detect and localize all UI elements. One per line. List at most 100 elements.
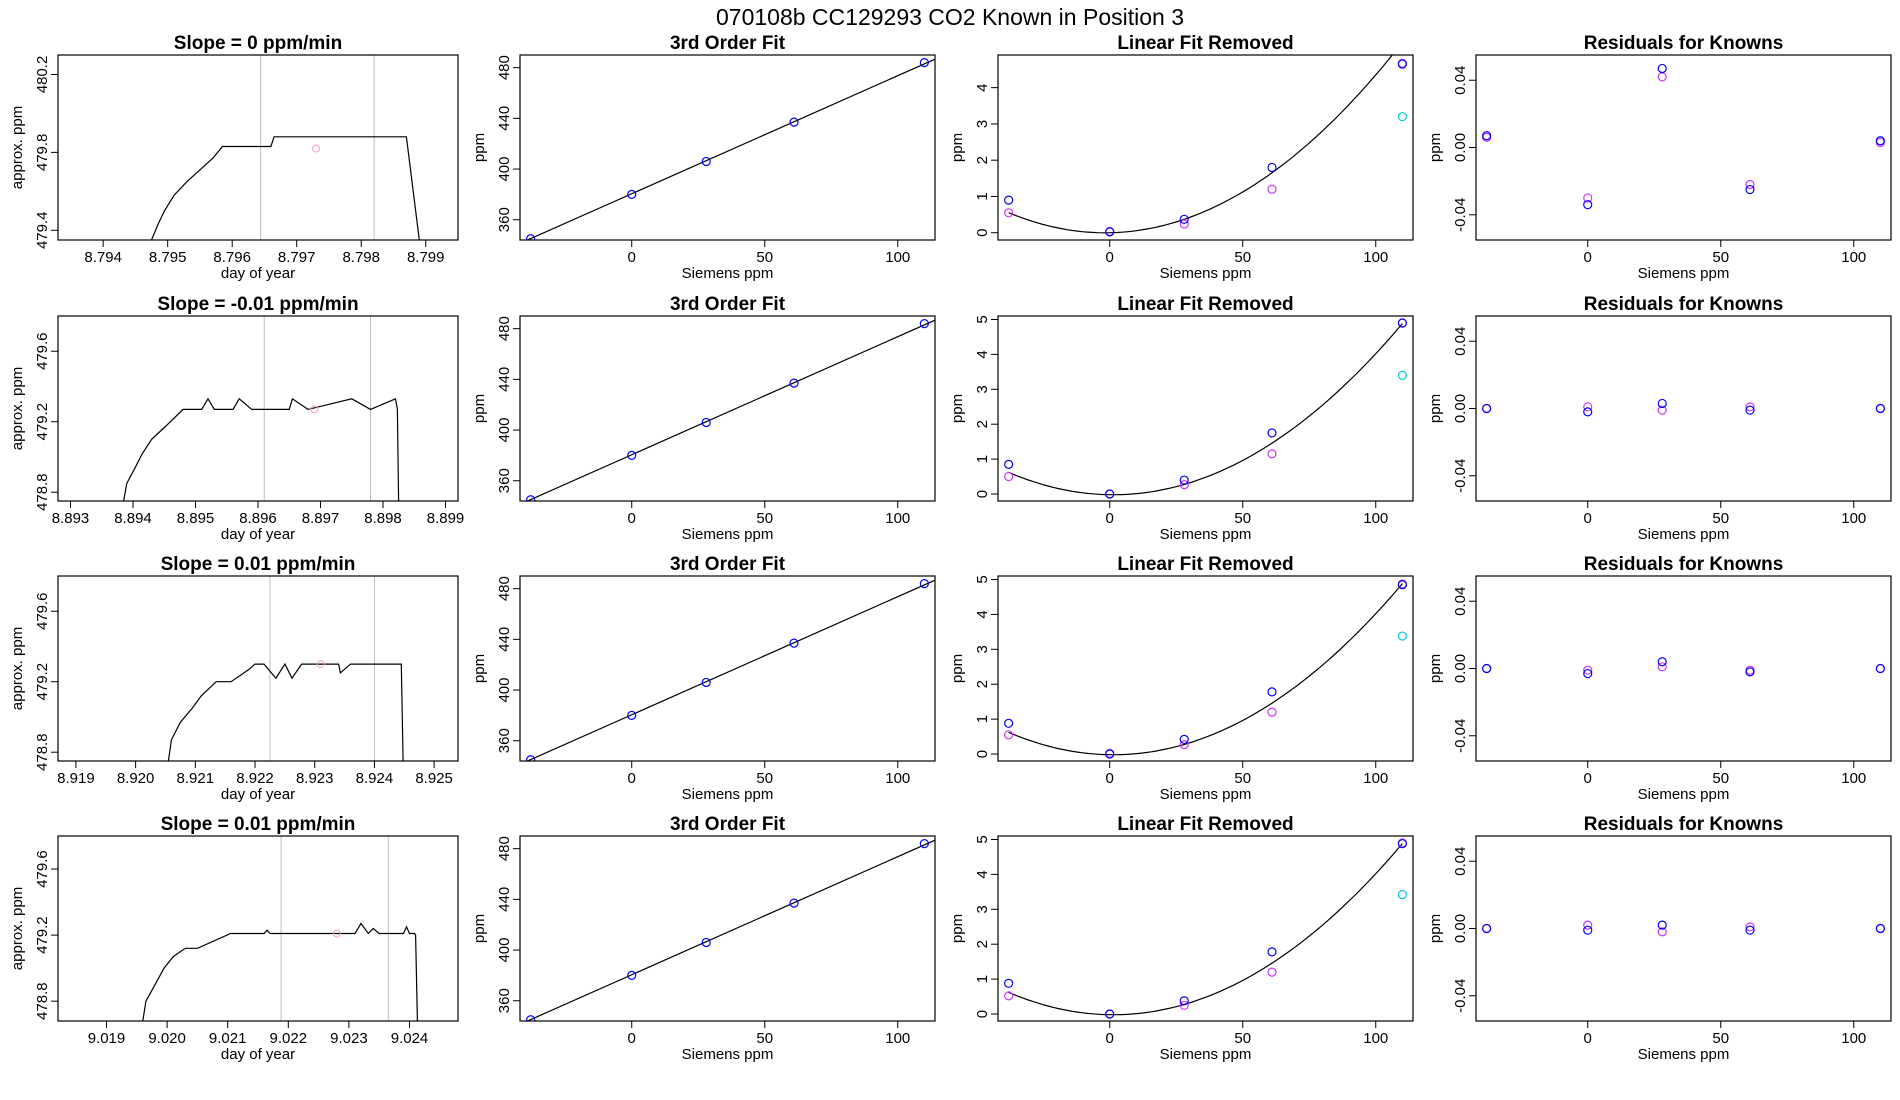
x-tick-label: 8.794	[84, 249, 122, 266]
x-tick-label: 0	[1106, 249, 1114, 266]
x-tick-label: 8.922	[236, 770, 274, 787]
y-axis-label: approx. ppm	[9, 887, 26, 970]
fit-data-point	[1179, 734, 1189, 744]
x-tick-label: 100	[1841, 249, 1866, 266]
y-tick-label: 440	[496, 887, 513, 912]
y-tick-label: 2	[974, 420, 991, 428]
y-tick-label: 479.8	[34, 134, 51, 172]
data-point	[919, 58, 929, 68]
y-tick-label: 479.6	[34, 332, 51, 370]
fit-data-point	[1179, 475, 1189, 485]
raw-data-point	[1745, 179, 1755, 190]
x-axis-label: Siemens ppm	[682, 786, 774, 803]
y-tick-label: 480	[496, 836, 513, 861]
x-tick-label: 8.921	[177, 770, 215, 787]
y-tick-label: 1	[974, 455, 991, 463]
x-tick-label: 50	[1234, 510, 1251, 527]
plot-area	[1004, 55, 1407, 237]
fit-data-point	[1105, 1009, 1115, 1019]
plot-area	[1004, 318, 1407, 499]
x-tick-label: 0	[1106, 770, 1114, 787]
fit-data-point	[1657, 657, 1667, 667]
fit-data-point	[1875, 663, 1885, 674]
x-tick-label: 8.795	[149, 249, 187, 266]
x-tick-label: 0	[628, 249, 636, 266]
panel-row2-linear: Linear Fit Removed 0 50 100 Siemens ppm 0 1 2 3 4…	[949, 294, 1414, 543]
y-tick-label: 5	[974, 835, 991, 843]
plot-frame	[997, 54, 1414, 241]
fit-data-point	[1583, 407, 1593, 417]
fit-data-point	[1583, 925, 1593, 935]
plot-area	[150, 55, 420, 240]
y-tick-label: 440	[496, 367, 513, 392]
y-tick-label: 3	[974, 120, 991, 128]
y-tick-label: -0.04	[1452, 979, 1469, 1013]
y-axis-label: ppm	[471, 654, 488, 683]
x-tick-label: 9.023	[330, 1030, 368, 1047]
y-axis-label: ppm	[471, 133, 488, 162]
y-axis-label: ppm	[949, 654, 966, 683]
y-axis-label: approx. ppm	[9, 627, 26, 710]
data-point	[627, 189, 637, 199]
plot-frame	[57, 835, 459, 1022]
y-tick-label: 2	[974, 940, 991, 948]
y-axis-label: approx. ppm	[9, 367, 26, 450]
y-axis-label: ppm	[1427, 654, 1444, 683]
x-tick-label: 8.898	[364, 510, 402, 527]
plot-area	[526, 839, 935, 1021]
fit-data-point	[1105, 749, 1115, 759]
y-tick-label: 0	[974, 490, 991, 498]
raw-data-point	[1583, 665, 1593, 675]
x-tick-label: 0	[1584, 249, 1592, 266]
plot-area	[1482, 398, 1885, 417]
fit-data-point	[1875, 403, 1885, 414]
fit-data-point	[1397, 59, 1407, 69]
y-tick-label: 1	[974, 975, 991, 983]
y-tick-label: 0.04	[1452, 66, 1469, 95]
fit-data-point	[1745, 667, 1755, 677]
y-tick-label: 480	[496, 316, 513, 341]
y-tick-label: 440	[496, 106, 513, 131]
fit-data-point	[1105, 227, 1115, 237]
x-tick-label: 9.020	[148, 1030, 186, 1047]
plot-area	[1004, 838, 1407, 1019]
x-tick-label: 8.796	[213, 249, 251, 266]
raw-data-point	[1657, 927, 1667, 937]
plot-frame	[519, 835, 936, 1022]
x-tick-label: 0	[628, 510, 636, 527]
x-axis-label: Siemens ppm	[1160, 526, 1252, 543]
panel-row2-fit: 3rd Order Fit 0 50 100 Siemens ppm 360 400 440 4…	[471, 294, 936, 543]
unknown-data-point	[1397, 890, 1407, 900]
y-tick-label: 1	[974, 715, 991, 723]
plot-area	[1004, 579, 1407, 759]
data-point	[312, 144, 321, 153]
fit-data-point	[1745, 184, 1755, 195]
series-line	[123, 397, 400, 501]
raw-data-point	[1745, 402, 1755, 412]
y-tick-label: 478.8	[34, 473, 51, 511]
y-tick-label: 480	[496, 55, 513, 80]
y-tick-label: 2	[974, 156, 991, 164]
x-tick-label: 50	[1234, 249, 1251, 266]
panel-row1-fit: 3rd Order Fit 0 50 100 Siemens ppm 360 400 440 4…	[471, 33, 936, 282]
y-tick-label: 0.00	[1452, 394, 1469, 423]
y-tick-label: 3	[974, 385, 991, 393]
fit-data-point	[1267, 947, 1277, 957]
panel-title: Linear Fit Removed	[1117, 554, 1293, 575]
x-axis-label: Siemens ppm	[1160, 1046, 1252, 1063]
plot-area	[167, 576, 404, 761]
y-axis-label: ppm	[949, 133, 966, 162]
fit-data-point	[1004, 978, 1014, 988]
fit-data-point	[1482, 663, 1492, 674]
plot-area	[1482, 920, 1885, 937]
y-tick-label: 3	[974, 905, 991, 913]
x-tick-label: 50	[1234, 1030, 1251, 1047]
raw-data-point	[1179, 219, 1189, 229]
curve-line	[1008, 843, 1403, 1016]
y-tick-label: 440	[496, 627, 513, 652]
data-point	[789, 898, 799, 908]
raw-data-point	[1179, 739, 1189, 750]
x-tick-label: 100	[1841, 770, 1866, 787]
y-tick-label: 400	[496, 157, 513, 182]
data-point	[919, 319, 929, 329]
